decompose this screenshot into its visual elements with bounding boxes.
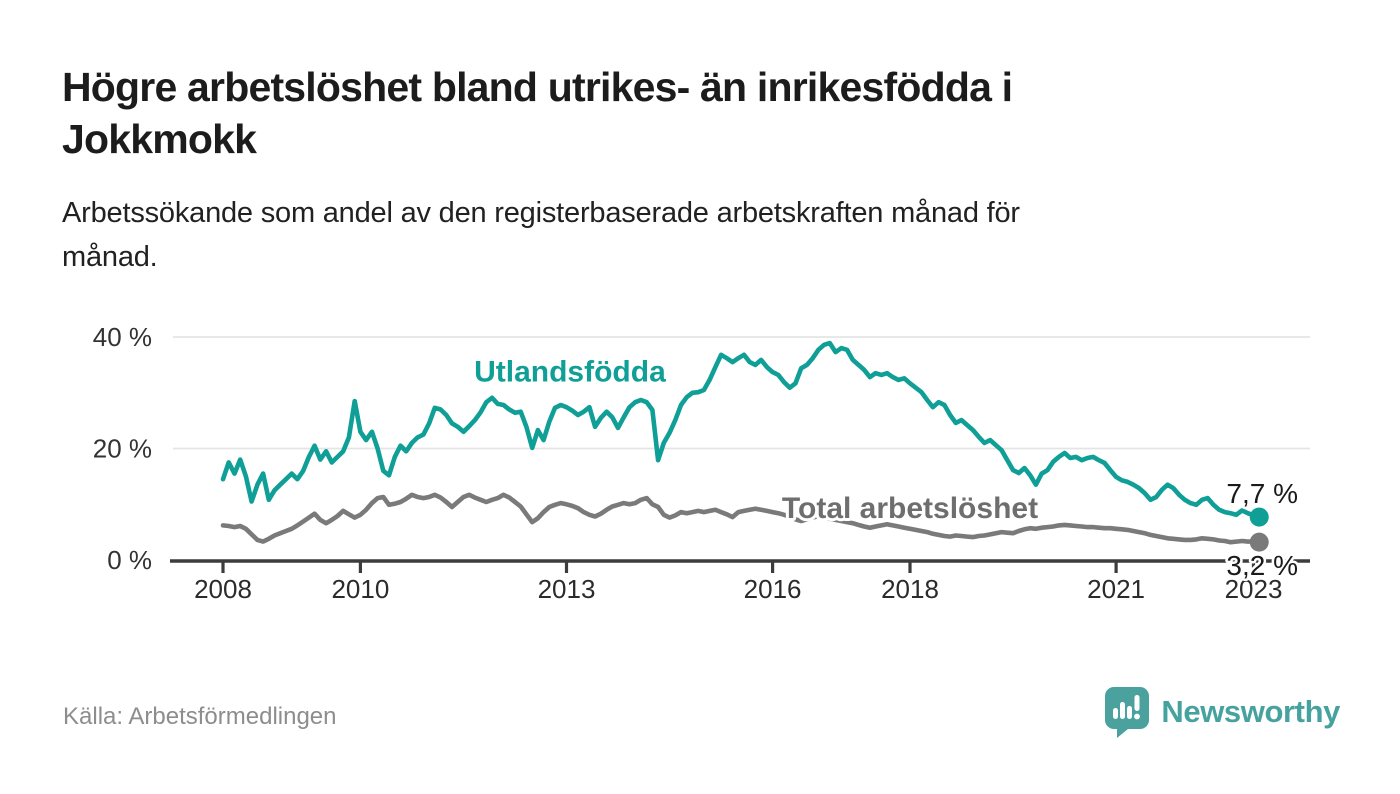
newsworthy-logo-icon bbox=[1104, 686, 1150, 738]
x-axis-tick-label: 2018 bbox=[881, 574, 939, 604]
title-line-2: Jokkmokk bbox=[62, 115, 257, 162]
series-end-dot bbox=[1249, 532, 1269, 552]
series-end-dot bbox=[1249, 507, 1269, 527]
source-note: Källa: Arbetsförmedlingen bbox=[63, 703, 337, 730]
series-label: Total arbetslöshet bbox=[782, 492, 1038, 525]
series-end-value-label: 3,2 % bbox=[1226, 550, 1298, 581]
chart-subtitle: Arbetssökande som andel av den registerb… bbox=[62, 192, 1322, 279]
subtitle-line-2: månad. bbox=[62, 240, 158, 273]
series-line-total bbox=[220, 492, 1262, 545]
title-line-1: Högre arbetslöshet bland utrikes- än inr… bbox=[62, 64, 1013, 110]
x-axis-tick-label: 2008 bbox=[194, 574, 252, 604]
y-axis-tick-label: 20 % bbox=[93, 434, 152, 464]
subtitle-line-1: Arbetssökande som andel av den registerb… bbox=[62, 197, 1020, 229]
series-end-value-label: 7,7 % bbox=[1226, 478, 1298, 509]
page-title: Högre arbetslöshet bland utrikes- än inr… bbox=[62, 62, 1372, 165]
series-line-utlandsfodda bbox=[220, 340, 1262, 520]
x-axis-tick-label: 2010 bbox=[331, 574, 389, 604]
newsworthy-logo-text: Newsworthy bbox=[1161, 694, 1340, 729]
x-axis-tick-label: 2013 bbox=[538, 574, 596, 604]
y-axis-tick-label: 40 % bbox=[93, 322, 152, 352]
x-axis-tick-label: 2023 bbox=[1225, 574, 1283, 604]
x-axis-tick-label: 2021 bbox=[1087, 574, 1145, 604]
series-label: Utlandsfödda bbox=[474, 356, 666, 389]
x-axis-tick-label: 2016 bbox=[744, 574, 802, 604]
newsworthy-logo: Newsworthy bbox=[1104, 686, 1340, 738]
y-axis-tick-label: 0 % bbox=[107, 545, 152, 575]
